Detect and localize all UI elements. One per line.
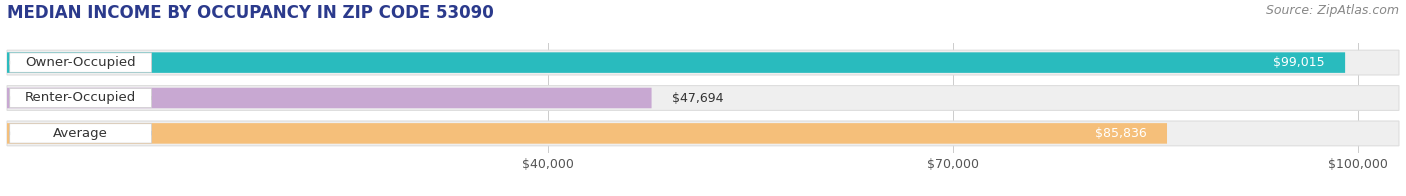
FancyBboxPatch shape bbox=[7, 50, 1399, 75]
FancyBboxPatch shape bbox=[7, 52, 1346, 73]
Text: Source: ZipAtlas.com: Source: ZipAtlas.com bbox=[1265, 4, 1399, 17]
Text: Renter-Occupied: Renter-Occupied bbox=[25, 92, 136, 104]
FancyBboxPatch shape bbox=[10, 88, 152, 108]
FancyBboxPatch shape bbox=[7, 88, 651, 108]
FancyBboxPatch shape bbox=[7, 123, 1167, 144]
Text: $99,015: $99,015 bbox=[1274, 56, 1324, 69]
FancyBboxPatch shape bbox=[7, 86, 1399, 110]
Text: MEDIAN INCOME BY OCCUPANCY IN ZIP CODE 53090: MEDIAN INCOME BY OCCUPANCY IN ZIP CODE 5… bbox=[7, 4, 494, 22]
FancyBboxPatch shape bbox=[7, 121, 1399, 146]
Text: Owner-Occupied: Owner-Occupied bbox=[25, 56, 136, 69]
FancyBboxPatch shape bbox=[10, 53, 152, 72]
Text: $85,836: $85,836 bbox=[1095, 127, 1147, 140]
FancyBboxPatch shape bbox=[10, 124, 152, 143]
Text: $47,694: $47,694 bbox=[672, 92, 723, 104]
Text: Average: Average bbox=[53, 127, 108, 140]
